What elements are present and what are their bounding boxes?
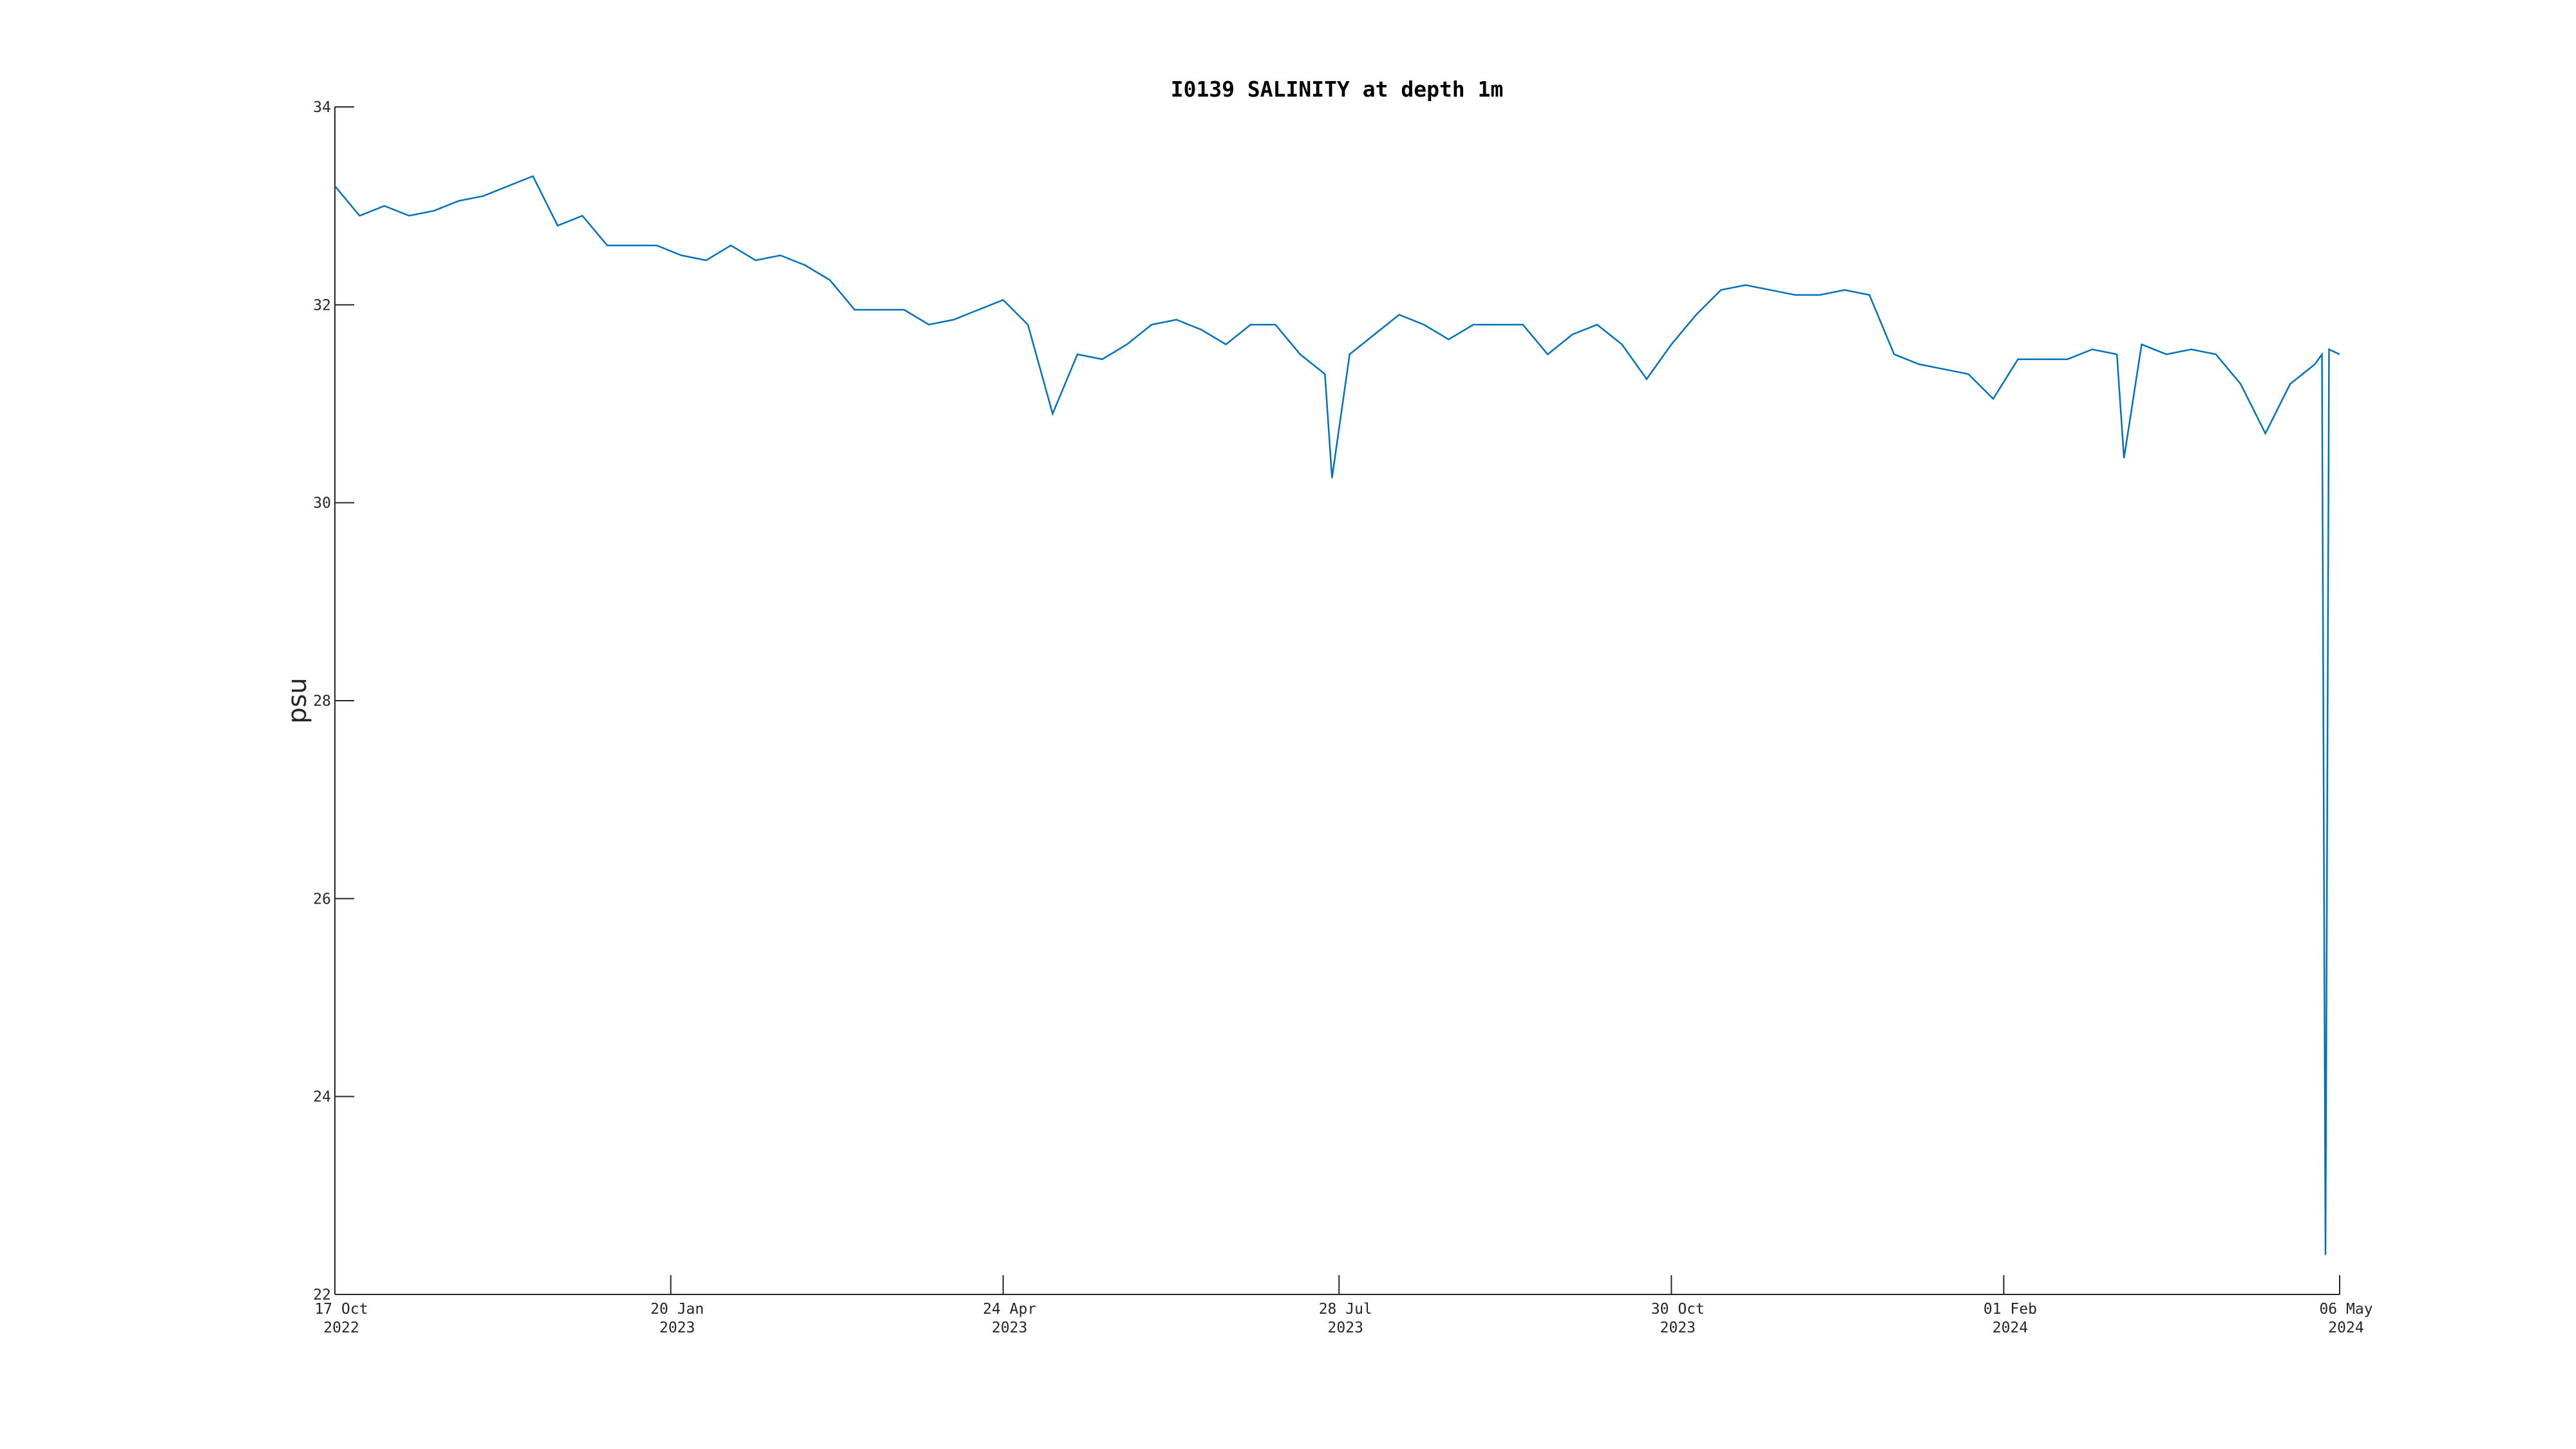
x-tick-label: 2023 [1660,1320,1696,1336]
x-tick-label: 2023 [992,1320,1027,1336]
x-tick-label: 28 Jul [1319,1301,1372,1318]
x-tick-label: 2023 [1328,1320,1363,1336]
chart-title: I0139 SALINITY at depth 1m [1171,77,1504,102]
y-tick-label: 22 [313,1287,331,1303]
y-tick-label: 34 [313,99,331,116]
x-tick-label: 17 Oct [314,1301,368,1318]
x-tick-label: 2024 [1993,1320,2028,1336]
y-tick-label: 32 [313,297,331,314]
x-tick-label: 2024 [2328,1320,2363,1336]
y-tick-label: 26 [313,891,331,907]
y-tick-label: 24 [313,1089,331,1106]
x-tick-label: 01 Feb [1984,1301,2037,1318]
x-tick-label: 2023 [659,1320,695,1336]
y-tick-label: 30 [313,495,331,512]
x-tick-label: 06 May [2319,1301,2372,1318]
x-tick-label: 20 Jan [650,1301,704,1318]
y-axis-label: psu [283,677,312,724]
x-tick-label: 2022 [323,1320,359,1336]
y-tick-label: 28 [313,693,331,710]
x-tick-label: 24 Apr [983,1301,1036,1318]
x-tick-label: 30 Oct [1651,1301,1705,1318]
data-line [334,175,2340,1255]
